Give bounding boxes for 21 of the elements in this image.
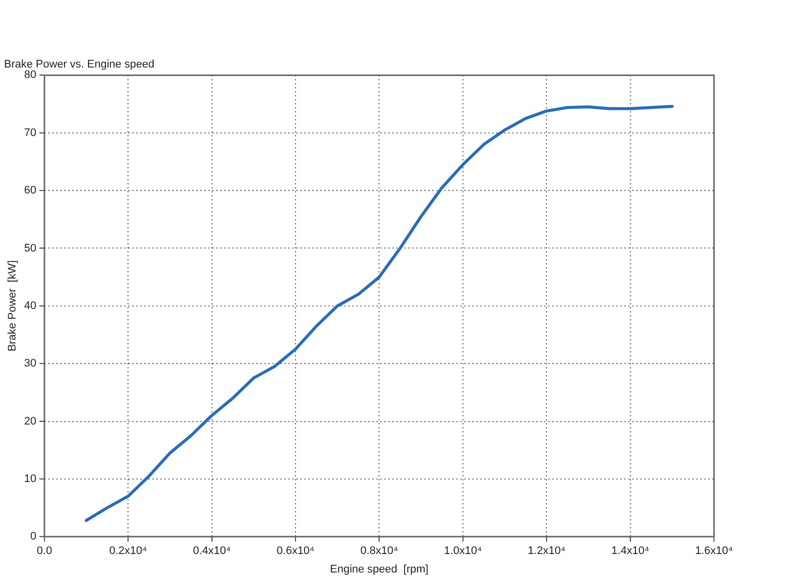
x-tick-label: 1.2x10⁴ [528,545,566,558]
x-tick-label: 0.0 [36,545,52,558]
x-tick-label: 0.6x10⁴ [276,545,315,558]
x-tick-label: 1.0x10⁴ [444,545,482,558]
x-tick-label: 1.6x10⁴ [695,545,734,558]
y-axis-title: Brake Power [kW] [6,260,19,352]
x-tick-label: 0.4x10⁴ [192,545,231,558]
x-tick-label: 0.8x10⁴ [360,545,398,558]
y-tick-label: 60 [24,184,36,197]
y-tick-label: 10 [24,472,36,485]
y-tick-label: 40 [24,300,36,312]
y-tick-label: 20 [24,415,36,428]
x-tick-label: 0.2x10⁴ [109,545,148,558]
x-tick-label: 1.4x10⁴ [611,545,650,558]
y-tick-label: 50 [24,242,36,254]
chart-title: Brake Power vs. Engine speed [4,58,154,71]
x-axis-title: Engine speed [rpm] [330,563,428,576]
y-tick-label: 70 [24,126,36,139]
y-tick-label: 0 [30,530,36,543]
y-tick-label: 30 [24,358,36,370]
y-tick-label: 80 [24,69,36,82]
